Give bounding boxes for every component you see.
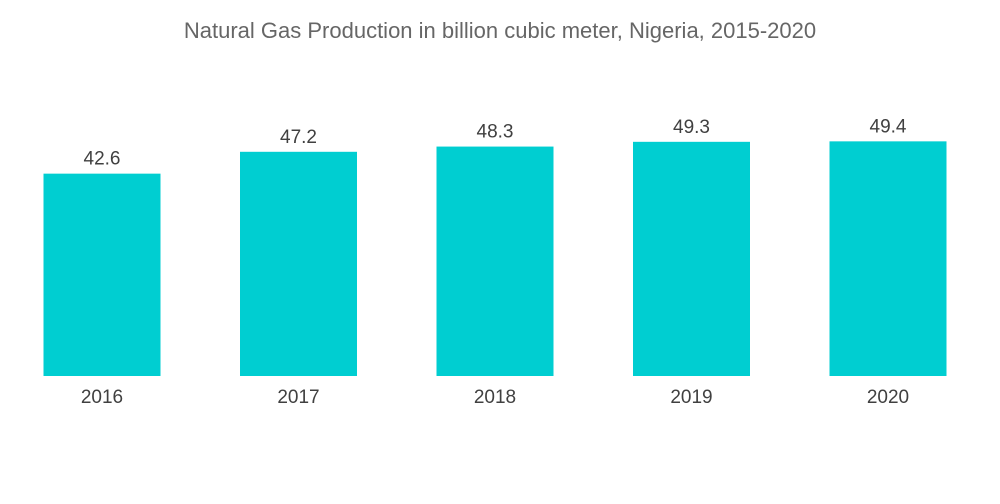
data-label-2017: 47.2 — [280, 127, 317, 148]
bar-2018 — [436, 146, 554, 376]
bars-layer — [43, 141, 947, 376]
bar-2017 — [240, 151, 357, 376]
data-label-2018: 48.3 — [477, 122, 514, 143]
x-tick-label-2017: 2017 — [277, 387, 319, 408]
data-label-2016: 42.6 — [84, 149, 121, 170]
x-tick-label-2019: 2019 — [670, 387, 712, 408]
data-label-2019: 49.3 — [673, 117, 710, 138]
x-tick-label-2020: 2020 — [867, 387, 909, 408]
data-label-2020: 49.4 — [870, 116, 907, 137]
bar-2020 — [829, 141, 947, 376]
x-tick-label-2016: 2016 — [81, 387, 123, 408]
bar-2019 — [633, 141, 750, 376]
chart-title: Natural Gas Production in billion cubic … — [183, 18, 817, 43]
x-tick-label-2018: 2018 — [474, 387, 516, 408]
labels-layer: 42.6 2016 47.2 2017 48.3 2018 49.3 2019 49.4 2020 — [81, 116, 909, 408]
bar-2016 — [43, 173, 161, 376]
